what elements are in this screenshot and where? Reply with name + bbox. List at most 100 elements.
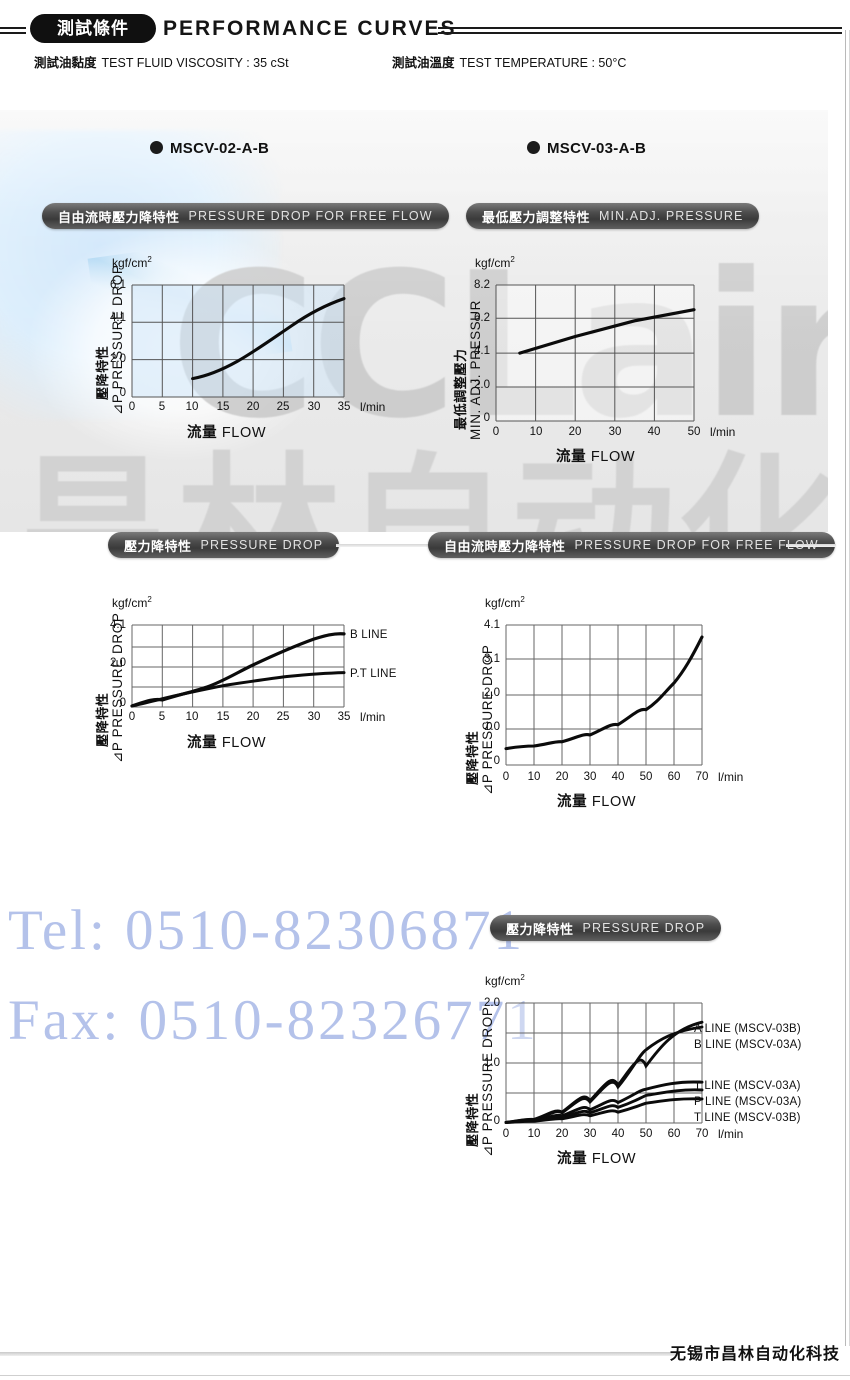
y-unit-sup: 2 xyxy=(510,255,515,264)
chart-2-plot xyxy=(495,284,696,422)
chart-5-plot xyxy=(504,1002,704,1124)
banner-en: PRESSURE DROP xyxy=(582,921,706,935)
x-tick-7: 35 xyxy=(337,711,351,723)
page-header: 測試條件 PERFORMANCE CURVES xyxy=(0,8,850,48)
y-tick-0: 0 xyxy=(493,1115,500,1127)
x-tick-4: 40 xyxy=(647,426,661,438)
x-axis-label-en: FLOW xyxy=(221,735,267,751)
x-tick-0: 0 xyxy=(492,426,500,438)
x-tick-1: 5 xyxy=(158,711,166,723)
x-axis-label-cn: 流量 xyxy=(187,735,218,751)
y-tick-3: 3.1 xyxy=(484,653,500,665)
y-tick-2: 4.1 xyxy=(110,619,126,631)
y-axis-label-en: ⊿P PRESSURE DROP xyxy=(480,644,495,795)
x-tick-4: 40 xyxy=(611,1128,625,1140)
y-tick-0: 0 xyxy=(119,697,126,709)
y-tick-0: 0 xyxy=(119,387,126,399)
banner-cn: 壓力降特性 xyxy=(506,921,574,937)
viscosity-label-cn: 測試油黏度 xyxy=(34,56,97,70)
y-tick-1: 1.0 xyxy=(484,721,500,733)
y-tick-3: 6.2 xyxy=(474,312,490,324)
chart-3: kgf/cm2 壓降特性 ⊿P PRESSURE DROP 4.1 2.0 0 xyxy=(60,595,396,763)
banner-free-flow-2: 自由流時壓力降特性 PRESSURE DROP FOR FREE FLOW xyxy=(428,532,835,558)
footer-company: 无锡市昌林自动化科技 xyxy=(669,1346,840,1363)
x-tick-6: 30 xyxy=(307,401,321,413)
y-tick-2: 2.0 xyxy=(484,687,500,699)
y-axis-label-en: ⊿P PRESSURE DROP xyxy=(480,1006,495,1157)
x-tick-0: 0 xyxy=(502,1128,510,1140)
x-unit-label: l/min xyxy=(710,425,736,439)
x-tick-2: 10 xyxy=(185,711,199,723)
legend-b-line-03a: B LINE (MSCV-03A) xyxy=(694,1039,802,1051)
x-tick-2: 20 xyxy=(555,771,569,783)
y-axis-label-en-wrap: ⊿P PRESSURE DROP xyxy=(110,613,126,763)
x-tick-1: 10 xyxy=(527,1128,541,1140)
temperature-value: TEST TEMPERATURE : 50°C xyxy=(459,56,627,70)
y-unit-label: kgf/cm2 xyxy=(485,595,525,610)
viscosity-condition: 測試油黏度 TEST FLUID VISCOSITY : 35 cSt xyxy=(34,52,289,71)
x-axis-label-cn: 流量 xyxy=(557,794,588,810)
y-tick-2: 4.1 xyxy=(474,345,490,357)
x-axis-label: 流量 FLOW xyxy=(556,445,635,466)
x-axis-label-en: FLOW xyxy=(591,1151,637,1167)
y-unit-sup: 2 xyxy=(147,255,152,264)
x-axis-label-cn: 流量 xyxy=(187,425,218,441)
y-unit-sup: 2 xyxy=(147,595,152,604)
banner-pressure-drop-2: 壓力降特性 PRESSURE DROP xyxy=(490,915,722,941)
x-tick-2: 10 xyxy=(185,401,199,413)
banner-cn: 自由流時壓力降特性 xyxy=(444,538,566,554)
y-tick-1: 1.0 xyxy=(484,1057,500,1069)
x-axis-label: 流量 FLOW xyxy=(557,790,636,811)
x-tick-6: 60 xyxy=(667,1128,681,1140)
top-panel: CCLair 昌林自动化 xyxy=(0,110,828,532)
legend-t-line-03a: T LINE (MSCV-03A) xyxy=(694,1080,801,1092)
y-unit-sup: 2 xyxy=(520,595,525,604)
x-tick-0: 0 xyxy=(128,401,136,413)
temperature-label-cn: 測試油溫度 xyxy=(392,56,455,70)
model-title-left: MSCV-02-A-B xyxy=(150,140,269,157)
y-tick-1: 2.0 xyxy=(474,379,490,391)
legend-pt-line: P.T LINE xyxy=(350,668,397,680)
x-axis-label: 流量 FLOW xyxy=(187,421,266,442)
footer-bottom-rule xyxy=(0,1375,850,1376)
y-unit-text: kgf/cm xyxy=(112,256,148,270)
x-unit-label: l/min xyxy=(360,400,386,414)
legend-p-line-03a: P LINE (MSCV-03A) xyxy=(694,1096,802,1108)
x-tick-1: 5 xyxy=(158,401,166,413)
x-tick-7: 35 xyxy=(337,401,351,413)
banner-cn: 壓力降特性 xyxy=(124,538,192,554)
page-title: PERFORMANCE CURVES xyxy=(163,17,457,40)
banner-free-flow-1: 自由流時壓力降特性 PRESSURE DROP FOR FREE FLOW xyxy=(42,203,449,229)
banner-en: MIN.ADJ. PRESSURE xyxy=(599,209,744,223)
y-tick-2: 4.1 xyxy=(110,312,126,324)
y-tick-0: 0 xyxy=(493,755,500,767)
y-tick-3: 6.1 xyxy=(110,279,126,291)
x-tick-3: 30 xyxy=(583,1128,597,1140)
y-axis-label-en-wrap: ⊿P PRESSURE DROP xyxy=(480,1007,496,1157)
y-tick-2: 2.0 xyxy=(484,997,500,1009)
page-frame-right xyxy=(845,30,846,1346)
banner-cn: 最低壓力調整特性 xyxy=(482,209,591,225)
chart-4-plot xyxy=(504,624,704,766)
banner-tail-1 xyxy=(336,544,436,547)
x-unit-label: l/min xyxy=(718,1127,744,1141)
banner-min-adj: 最低壓力調整特性 MIN.ADJ. PRESSURE xyxy=(466,203,760,229)
x-tick-3: 30 xyxy=(583,771,597,783)
x-tick-4: 40 xyxy=(611,771,625,783)
x-axis-label: 流量 FLOW xyxy=(187,731,266,752)
y-unit-text: kgf/cm xyxy=(485,596,521,610)
test-conditions: 測試油黏度 TEST FLUID VISCOSITY : 35 cSt 測試油溫度… xyxy=(0,52,850,74)
x-tick-5: 50 xyxy=(639,1128,653,1140)
x-tick-4: 20 xyxy=(246,401,260,413)
y-unit-label: kgf/cm2 xyxy=(485,973,525,988)
chart-5: kgf/cm2 壓降特性 ⊿P PRESSURE DROP 2.0 1.0 0 xyxy=(440,965,840,1175)
watermark-tel: Tel: 0510-82306871 xyxy=(8,899,526,962)
x-tick-7: 70 xyxy=(695,771,709,783)
x-tick-7: 70 xyxy=(695,1128,709,1140)
y-tick-4: 8.2 xyxy=(474,279,490,291)
x-tick-0: 0 xyxy=(502,771,510,783)
x-tick-3: 15 xyxy=(216,401,230,413)
x-tick-5: 25 xyxy=(276,711,290,723)
bullet-icon xyxy=(527,141,540,154)
y-unit-text: kgf/cm xyxy=(112,596,148,610)
